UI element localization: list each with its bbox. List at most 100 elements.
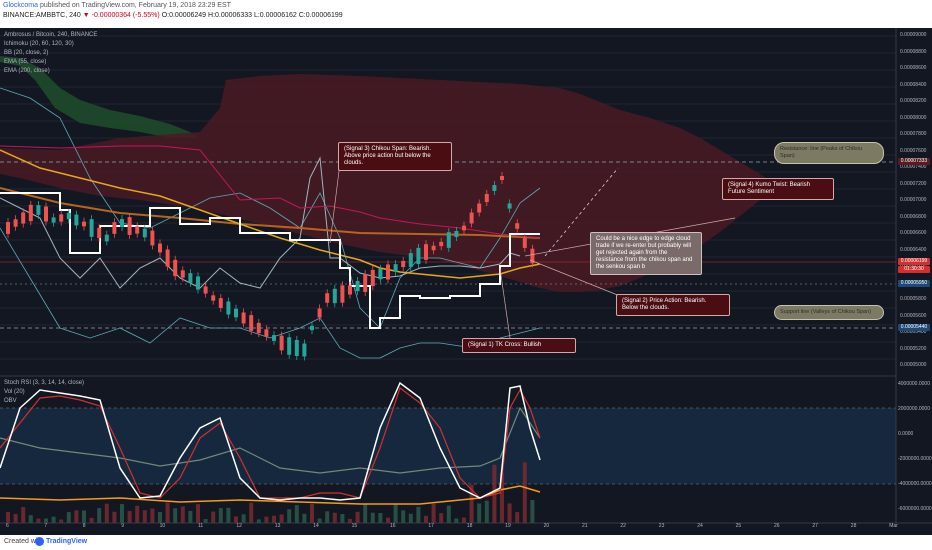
signal2-callout[interactable]: (Signal 2) Price Action: Bearish. Below … xyxy=(616,294,730,316)
price-tick: 0.00008600 xyxy=(900,65,927,71)
note-callout[interactable]: Could be a nice edge to edge cloud trade… xyxy=(590,232,702,275)
signal1-callout[interactable]: (Signal 1) TK Cross: Bullish xyxy=(462,338,576,353)
ichimoku-cloud-green xyxy=(0,56,200,138)
stoch-band xyxy=(0,408,896,484)
time-tick: 10 xyxy=(159,523,166,529)
time-tick: 8 xyxy=(82,523,86,529)
candle-body xyxy=(74,214,79,226)
legend-ichimoku[interactable]: Ichimoku (20, 60, 120, 30) xyxy=(4,41,74,47)
candle-body xyxy=(44,206,48,222)
price-tick: 0.00008400 xyxy=(900,81,927,88)
candle-body xyxy=(218,298,223,308)
candle-body xyxy=(325,293,330,303)
volume-bar xyxy=(256,519,261,523)
author-link[interactable]: Glockcoma xyxy=(3,2,39,9)
countdown-tag: 01:30:30 xyxy=(898,266,930,273)
chikou-span xyxy=(0,156,521,289)
candle-body xyxy=(142,228,147,238)
volume-bar xyxy=(272,515,276,523)
legend-vol[interactable]: Vol (20) xyxy=(4,389,25,395)
volume-bar xyxy=(218,508,223,523)
volume-bar xyxy=(173,508,178,523)
legend-ema200[interactable]: EMA (200, close) xyxy=(4,68,50,74)
legend-stoch[interactable]: Stoch RSI (3, 3, 14, 14, close) xyxy=(4,380,85,386)
candle-body xyxy=(188,273,193,283)
candle-body xyxy=(211,295,216,301)
signal4-callout[interactable]: (Signal 4) Kumo Twist: Bearish Future Se… xyxy=(722,178,834,200)
support-price-tag: 0.00005440 xyxy=(898,324,930,331)
candle-body xyxy=(196,276,200,290)
candle-body xyxy=(127,217,132,235)
candle-body xyxy=(180,270,185,278)
candle-body xyxy=(439,241,444,247)
candle-body xyxy=(477,203,482,213)
resistance-callout[interactable]: Resistance: line (Peaks of Chikou Span) xyxy=(774,142,884,164)
volume-bar xyxy=(36,518,41,523)
time-tick: 24 xyxy=(697,523,703,529)
low-price-tag: 0.00005950 xyxy=(898,280,930,287)
volume-bar xyxy=(340,514,345,523)
sub-tick: 0.0000 xyxy=(898,431,914,437)
candle-body xyxy=(6,222,10,234)
volume-bar xyxy=(28,515,33,523)
candle-body xyxy=(522,238,527,248)
volume-bar xyxy=(477,503,482,523)
chart-canvas[interactable] xyxy=(0,28,932,535)
volume-bar xyxy=(196,504,200,523)
volume-bar xyxy=(21,507,26,523)
tradingview-logo-icon[interactable] xyxy=(35,537,44,546)
legend-bb[interactable]: BB (20, close, 2) xyxy=(4,50,49,56)
volume-bar xyxy=(424,515,428,523)
volume-bar xyxy=(234,516,238,523)
support-callout[interactable]: Support line (Valleys of Chikou Span) xyxy=(774,305,884,320)
candle-body xyxy=(28,204,33,222)
candle-body xyxy=(332,288,337,304)
legend-obv[interactable]: OBV xyxy=(4,398,17,404)
candle-body xyxy=(294,339,299,357)
volume-bar xyxy=(180,506,185,523)
volume-bar xyxy=(294,505,299,523)
candle-body xyxy=(310,325,314,331)
time-tick: 25 xyxy=(735,523,742,529)
signal3-callout[interactable]: (Signal 3) Chikou Span: Bearish. Above p… xyxy=(338,142,452,171)
legend-ema55[interactable]: EMA (55, close) xyxy=(4,59,47,65)
volume-bar xyxy=(82,510,86,523)
candlestick-series[interactable] xyxy=(6,171,535,361)
time-tick: 15 xyxy=(351,523,358,529)
ichimoku-cloud-red xyxy=(0,74,780,292)
time-tick: 9 xyxy=(121,523,124,529)
time-tick: 17 xyxy=(428,523,434,529)
candle-body xyxy=(226,301,231,315)
volume-bar xyxy=(226,507,231,523)
time-tick: 28 xyxy=(850,523,857,529)
chart-title: Ambrosus / Bitcoin, 240, BINANCE xyxy=(4,32,98,38)
volume-bar xyxy=(120,504,124,523)
senkou-span-b xyxy=(0,145,541,239)
volume-bar xyxy=(332,512,337,523)
candle-body xyxy=(21,212,26,224)
candle-body xyxy=(302,343,307,357)
tradingview-brand[interactable]: TradingView xyxy=(46,538,88,545)
time-tick: 18 xyxy=(466,523,473,529)
time-tick: 27 xyxy=(812,523,818,529)
price-tick: 0.00007600 xyxy=(900,147,927,154)
volume-bar xyxy=(249,502,254,523)
volume-bar xyxy=(279,514,284,523)
price-change: ▼ -0.00000364 (-5.55%) xyxy=(82,12,160,19)
projection-arrow xyxy=(544,167,619,257)
volume-bar xyxy=(158,512,162,523)
candle-body xyxy=(378,268,383,280)
volume-bar xyxy=(211,511,216,523)
stoch-k-line xyxy=(0,381,541,501)
candle-body xyxy=(173,259,178,277)
candle-body xyxy=(120,219,124,227)
volume-bar xyxy=(89,517,94,523)
candle-body xyxy=(272,335,276,341)
candle-body xyxy=(287,337,292,355)
current-price-tag: 0.00006199 xyxy=(898,258,930,265)
volume-bar xyxy=(431,504,436,523)
time-tick: 12 xyxy=(236,523,242,529)
price-tick: 0.00005200 xyxy=(900,345,927,352)
volume-bar xyxy=(515,512,520,523)
signal2-pointer xyxy=(529,259,626,299)
